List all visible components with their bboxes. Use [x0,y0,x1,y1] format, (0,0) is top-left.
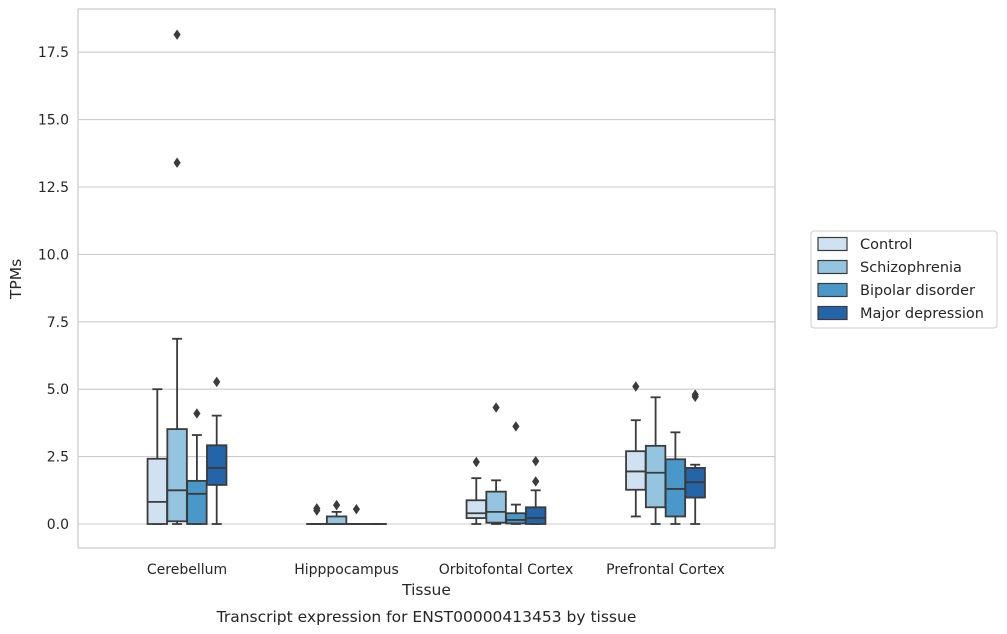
outlier-point [691,389,699,400]
y-tick-label: 12.5 [38,180,69,196]
x-tick-label: Cerebellum [147,562,227,578]
box-cerebellum [206,376,228,525]
outlier-point [313,503,321,514]
iqr-box [166,428,188,523]
outlier-point [632,381,640,392]
iqr-box [664,458,687,518]
x-tick-label: Hipppocampus [294,562,399,578]
series-major-depression [206,376,706,525]
legend-frame [810,230,998,329]
outlier-point [472,456,480,468]
box-prefrontal-cortex [625,381,647,518]
legend-items: Control Schizophrenia Bipolar disorder Majo… [817,236,984,322]
legend-swatch [817,305,848,321]
outlier-point [512,421,520,432]
x-axis-label: Tissue [401,581,451,599]
legend-swatch [817,236,848,252]
box-cerebellum [146,388,168,525]
iqr-box [644,444,667,509]
iqr-box [485,490,507,524]
legend: Control Schizophrenia Bipolar disorder Majo… [810,230,998,329]
outlier-point [173,29,181,40]
series-schizophrenia [166,29,667,525]
outlier-point [532,476,540,487]
legend-label: Schizophrenia [860,260,962,276]
y-tick-label: 15.0 [38,113,69,129]
legend-label: Major depression [860,306,984,322]
plot-frame [77,8,776,549]
box-prefrontal-cortex [684,389,706,525]
outlier-point [193,408,201,419]
iqr-box [625,450,647,491]
outlier-point [213,376,221,388]
box-cerebellum [186,408,208,525]
box-prefrontal-cortex [644,396,667,525]
grid-lines [78,51,775,525]
y-tick-label: 17.5 [38,45,69,61]
box-hipppocampus [345,503,368,525]
outlier-point [532,455,540,467]
iqr-box [186,479,208,525]
box-orbitofontal-cortex [525,455,547,525]
legend-swatch [817,259,848,275]
y-tick-label: 0.0 [47,517,69,533]
x-tick-labels: Cerebellum Hipppocampus Orbitofontal Corte… [147,562,725,578]
iqr-box [465,499,487,519]
outlier-point [173,157,181,168]
outlier-point [492,402,500,413]
box-orbitofontal-cortex [505,421,527,525]
legend-label: Control [860,237,912,253]
box-hipppocampus [325,499,348,525]
legend-label: Bipolar disorder [860,283,975,299]
chart-caption: Transcript expression for ENST0000041345… [216,608,637,626]
series-bipolar-disorder [186,408,687,525]
x-tick-label: Prefrontal Cortex [606,562,725,578]
outlier-point [333,499,341,511]
iqr-box [525,506,547,525]
y-tick-label: 10.0 [38,247,69,263]
box-orbitofontal-cortex [465,456,487,525]
iqr-box [505,512,527,525]
iqr-box [206,444,228,486]
y-tick-labels: 0.0 2.5 5.0 7.5 10.0 12.5 15.0 17.5 [38,45,69,533]
y-tick-label: 5.0 [47,382,69,398]
box-series-layer [146,29,706,525]
iqr-box [325,515,348,525]
box-orbitofontal-cortex [485,402,507,525]
y-tick-label: 7.5 [47,315,69,331]
outlier-point [352,503,360,515]
box-hipppocampus [306,503,328,525]
iqr-box [146,457,168,525]
y-tick-label: 2.5 [47,450,69,466]
y-axis-label: TPMs [7,259,25,300]
x-tick-label: Orbitofontal Cortex [439,562,574,578]
legend-swatch [817,282,848,298]
series-control [146,381,647,525]
box-prefrontal-cortex [664,431,687,525]
box-cerebellum [166,29,188,525]
